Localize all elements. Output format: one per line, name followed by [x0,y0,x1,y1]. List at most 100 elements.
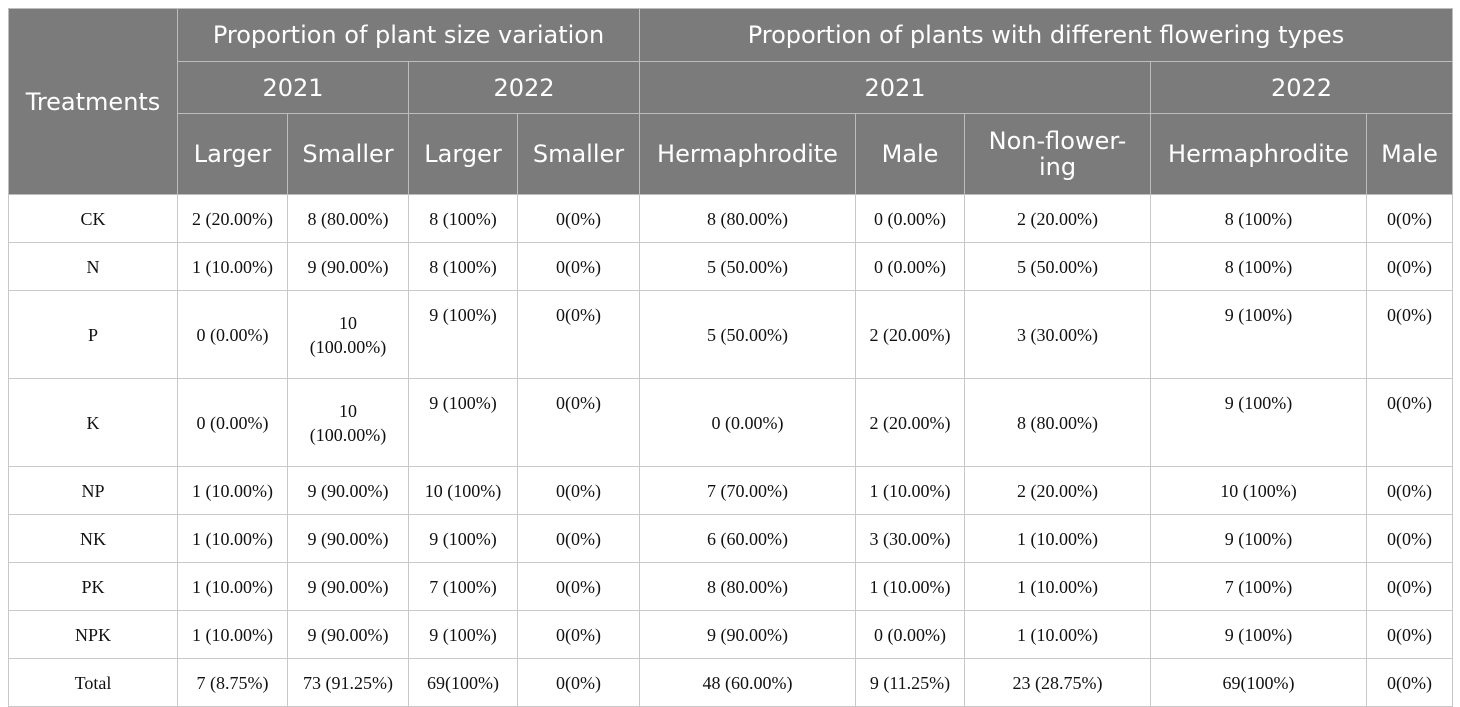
cell-smaller-2022: 0(0%) [517,378,640,467]
cell-smaller-2021: 10 (100.00%) [287,290,409,379]
cell-male-2021: 2 (20.00%) [855,378,965,467]
cell-hermaphrodite-2021: 0 (0.00%) [639,378,856,467]
header-non-flowering-2021: Non-flower-ing [964,113,1151,195]
table-row: P 0 (0.00%) 10 (100.00%) 9 (100%) 0(0%) 5… [8,290,1454,379]
header-male-2022: Male [1365,113,1454,195]
cell-smaller-2021: 9 (90.00%) [287,610,409,659]
treatment-cell: NK [8,514,178,563]
cell-male-2022: 0(0%) [1365,466,1454,515]
header-treatments: Treatments [8,8,178,195]
cell-male-2021: 1 (10.00%) [855,562,965,611]
cell-larger-2021: 1 (10.00%) [177,562,288,611]
cell-male-2021: 0 (0.00%) [855,610,965,659]
cell-smaller-2022: 0(0%) [517,194,640,243]
cell-non-flowering-2021: 1 (10.00%) [964,610,1151,659]
cell-larger-2021: 2 (20.00%) [177,194,288,243]
treatment-cell: N [8,242,178,291]
header-plant-size-variation: Proportion of plant size variation [177,8,640,62]
cell-smaller-2021-line1: 10 [339,312,357,333]
cell-male-2022: 0(0%) [1365,610,1454,659]
cell-hermaphrodite-2022: 9 (100%) [1150,610,1367,659]
cell-larger-2022: 8 (100%) [408,194,518,243]
cell-smaller-2022: 0(0%) [517,514,640,563]
table-row-total: Total 7 (8.75%) 73 (91.25%) 69(100%) 0(0… [8,658,1454,707]
cell-non-flowering-2021: 1 (10.00%) [964,562,1151,611]
cell-smaller-2021-line2: (100.00%) [309,336,387,357]
header-larger-2022: Larger [408,113,518,195]
cell-smaller-2021: 8 (80.00%) [287,194,409,243]
cell-hermaphrodite-2021: 5 (50.00%) [639,290,856,379]
cell-male-2022: 0(0%) [1365,514,1454,563]
cell-hermaphrodite-2022: 69(100%) [1150,658,1367,707]
cell-smaller-2022: 0(0%) [517,466,640,515]
treatment-cell: PK [8,562,178,611]
cell-hermaphrodite-2022: 9 (100%) [1150,514,1367,563]
cell-larger-2022: 69(100%) [408,658,518,707]
cell-smaller-2021: 9 (90.00%) [287,242,409,291]
cell-larger-2021: 0 (0.00%) [177,378,288,467]
data-table: Treatments Proportion of plant size vari… [8,8,1454,707]
table-row: CK 2 (20.00%) 8 (80.00%) 8 (100%) 0(0%) … [8,194,1454,243]
header-flower-2022: 2022 [1149,61,1454,114]
cell-male-2021: 9 (11.25%) [855,658,965,707]
cell-smaller-2021: 10 (100.00%) [287,378,409,467]
cell-larger-2022: 7 (100%) [408,562,518,611]
cell-hermaphrodite-2022: 9 (100%) [1150,290,1367,379]
cell-male-2022: 0(0%) [1365,290,1454,379]
table-row: N 1 (10.00%) 9 (90.00%) 8 (100%) 0(0%) 5… [8,242,1454,291]
cell-hermaphrodite-2021: 8 (80.00%) [639,562,856,611]
header-non-flowering-line1: Non-flower- [988,127,1127,155]
cell-non-flowering-2021: 2 (20.00%) [964,466,1151,515]
cell-non-flowering-2021: 23 (28.75%) [964,658,1151,707]
cell-smaller-2021-line2: (100.00%) [309,424,387,445]
cell-larger-2021: 0 (0.00%) [177,290,288,379]
cell-hermaphrodite-2021: 48 (60.00%) [639,658,856,707]
table-row: NK 1 (10.00%) 9 (90.00%) 9 (100%) 0(0%) … [8,514,1454,563]
table-row: PK 1 (10.00%) 9 (90.00%) 7 (100%) 0(0%) … [8,562,1454,611]
header-size-2021: 2021 [177,61,409,114]
header-male-2021: Male [855,113,965,195]
cell-hermaphrodite-2022: 8 (100%) [1150,194,1367,243]
cell-hermaphrodite-2022: 8 (100%) [1150,242,1367,291]
table-container: Treatments Proportion of plant size vari… [8,8,1454,707]
cell-hermaphrodite-2021: 5 (50.00%) [639,242,856,291]
cell-non-flowering-2021: 1 (10.00%) [964,514,1151,563]
cell-smaller-2022: 0(0%) [517,242,640,291]
cell-male-2022: 0(0%) [1365,194,1454,243]
treatment-cell: P [8,290,178,379]
cell-larger-2022: 9 (100%) [408,610,518,659]
cell-larger-2022: 9 (100%) [408,514,518,563]
header-smaller-2022: Smaller [517,113,640,195]
cell-larger-2022: 9 (100%) [408,378,518,467]
cell-smaller-2021: 9 (90.00%) [287,514,409,563]
cell-hermaphrodite-2021: 8 (80.00%) [639,194,856,243]
table-row: K 0 (0.00%) 10 (100.00%) 9 (100%) 0(0%) 0… [8,378,1454,467]
cell-hermaphrodite-2022: 10 (100%) [1150,466,1367,515]
cell-larger-2021: 1 (10.00%) [177,242,288,291]
cell-male-2022: 0(0%) [1365,378,1454,467]
cell-smaller-2021: 73 (91.25%) [287,658,409,707]
cell-non-flowering-2021: 3 (30.00%) [964,290,1151,379]
cell-hermaphrodite-2022: 7 (100%) [1150,562,1367,611]
cell-male-2021: 1 (10.00%) [855,466,965,515]
cell-male-2022: 0(0%) [1365,562,1454,611]
cell-hermaphrodite-2021: 6 (60.00%) [639,514,856,563]
cell-larger-2021: 7 (8.75%) [177,658,288,707]
header-larger-2021: Larger [177,113,288,195]
cell-smaller-2021-line1: 10 [339,400,357,421]
treatment-cell: NPK [8,610,178,659]
treatment-cell: K [8,378,178,467]
cell-male-2021: 2 (20.00%) [855,290,965,379]
cell-larger-2021: 1 (10.00%) [177,466,288,515]
header-non-flowering-line2: ing [1038,153,1077,181]
cell-smaller-2022: 0(0%) [517,562,640,611]
cell-larger-2021: 1 (10.00%) [177,610,288,659]
cell-non-flowering-2021: 8 (80.00%) [964,378,1151,467]
cell-smaller-2021: 9 (90.00%) [287,562,409,611]
cell-male-2021: 0 (0.00%) [855,194,965,243]
treatment-cell: NP [8,466,178,515]
cell-larger-2022: 10 (100%) [408,466,518,515]
cell-smaller-2021: 9 (90.00%) [287,466,409,515]
cell-hermaphrodite-2022: 9 (100%) [1150,378,1367,467]
cell-smaller-2022: 0(0%) [517,290,640,379]
